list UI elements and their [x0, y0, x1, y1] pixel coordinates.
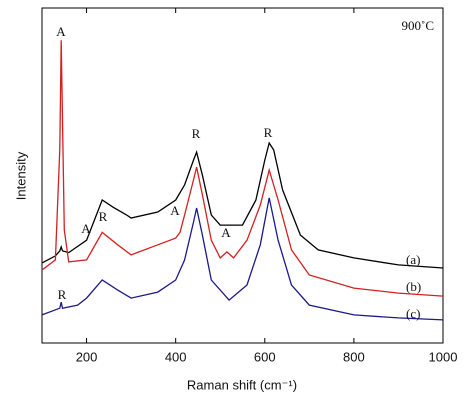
series-label: (c) [406, 306, 420, 321]
spectrum-line [41, 40, 444, 297]
y-axis-label: Intensity [13, 151, 28, 200]
x-tick-label: 800 [343, 349, 365, 364]
phase-annotation: R [58, 287, 67, 302]
phase-annotation: A [81, 221, 91, 236]
x-axis-label: Raman shift (cm⁻¹) [187, 377, 297, 392]
phase-annotation: R [99, 209, 108, 224]
phase-annotation: A [56, 24, 66, 39]
plot-frame [41, 7, 444, 344]
spectrum-line [41, 197, 444, 321]
phase-annotation: R [264, 125, 273, 140]
x-tick-label: 200 [76, 349, 98, 364]
x-tick-label: 1000 [429, 349, 458, 364]
spectrum-line [41, 141, 444, 269]
phase-annotation: A [221, 225, 231, 240]
phase-annotation: R [192, 126, 201, 141]
series-label: (b) [406, 279, 421, 294]
x-tick-label: 400 [165, 349, 187, 364]
phase-annotation: A [170, 203, 180, 218]
series-label: (a) [406, 252, 420, 267]
x-tick-label: 600 [254, 349, 276, 364]
temperature-note: 900˚C [402, 18, 435, 33]
